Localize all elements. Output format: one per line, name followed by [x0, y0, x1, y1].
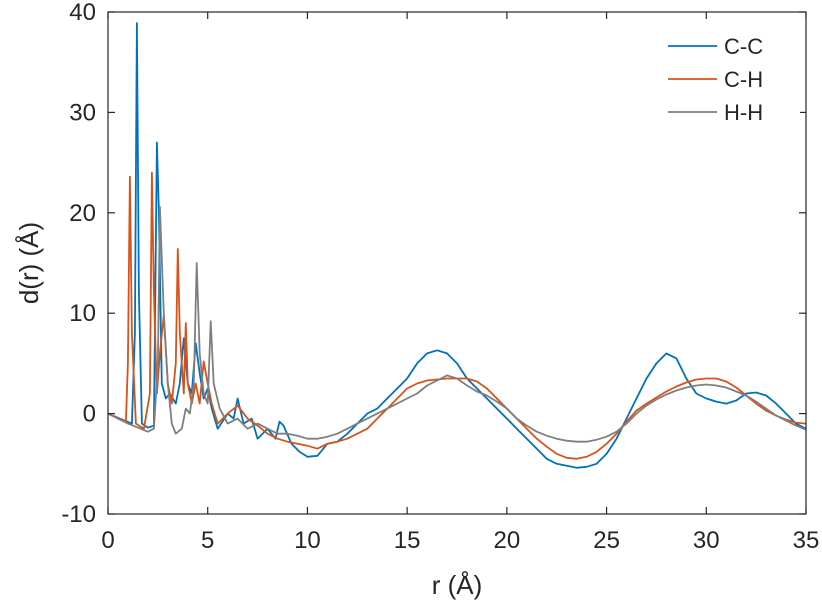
- y-tick-label: 20: [69, 200, 96, 227]
- y-tick-label: 40: [69, 0, 96, 26]
- x-tick-label: 20: [494, 527, 521, 554]
- plot-frame: [107, 11, 807, 515]
- x-tick-label: 25: [593, 527, 620, 554]
- legend-label-c-h: C-H: [724, 67, 763, 92]
- legend: C-C C-H H-H: [660, 26, 800, 130]
- y-tick-label: 10: [69, 300, 96, 327]
- x-tick-label: 10: [294, 527, 321, 554]
- x-tick-label: 5: [201, 527, 214, 554]
- y-tick-label: -10: [61, 501, 96, 528]
- x-tick-label: 30: [693, 527, 720, 554]
- y-tick-label: 30: [69, 99, 96, 126]
- series-line-c-h: [108, 171, 806, 460]
- y-tick-label: 0: [83, 401, 96, 428]
- x-tick-label: 35: [793, 527, 820, 554]
- legend-label-h-h: H-H: [724, 100, 763, 125]
- x-tick-label: 15: [394, 527, 421, 554]
- series-line-c-c: [108, 22, 806, 469]
- series-layer: [108, 22, 806, 469]
- legend-label-c-c: C-C: [724, 34, 763, 59]
- y-axis-label: d(r) (Å): [14, 222, 44, 304]
- x-axis-label: r (Å): [432, 570, 483, 600]
- x-tick-label: 0: [101, 527, 114, 554]
- series-line-h-h: [108, 205, 806, 443]
